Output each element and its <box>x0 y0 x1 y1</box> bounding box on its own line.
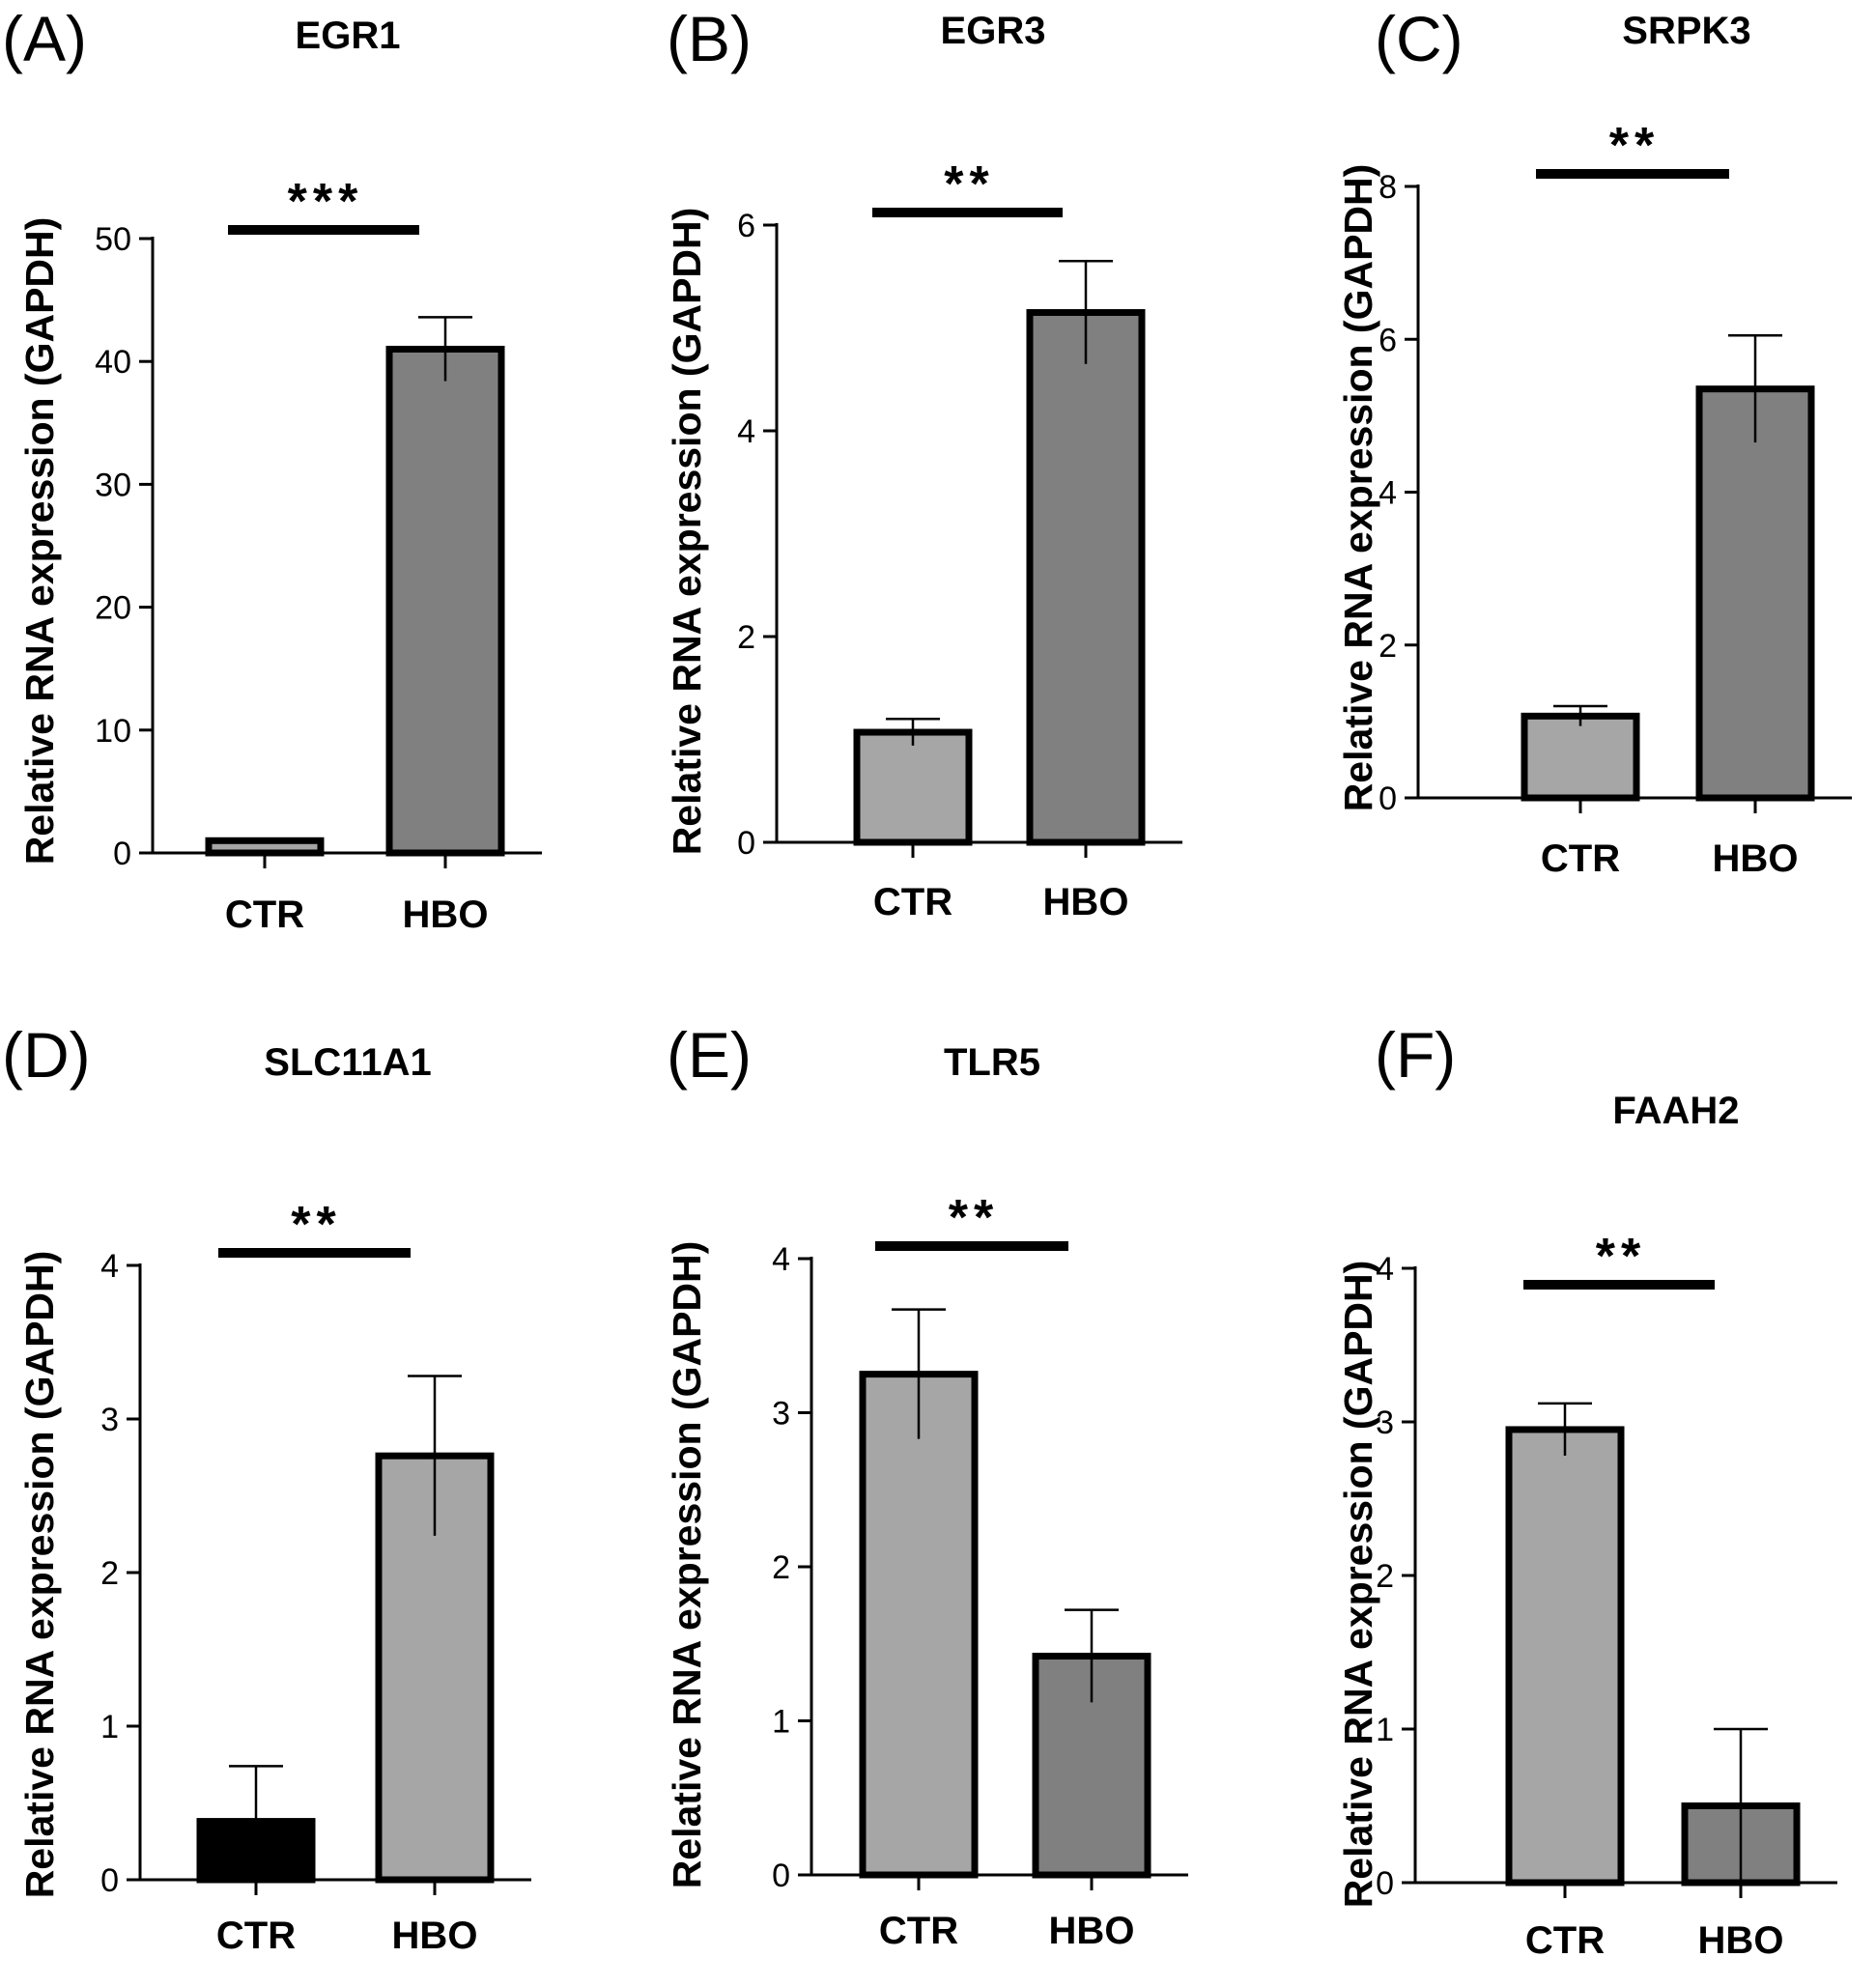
bar-ctr <box>1521 712 1640 802</box>
y-tick-label: 3 <box>772 1396 790 1433</box>
panel-letter: (A) <box>2 3 87 74</box>
y-tick-label: 4 <box>772 1241 790 1278</box>
y-tick-label: 2 <box>737 619 755 656</box>
category-label: HBO <box>1698 1919 1784 1962</box>
category-label: CTR <box>225 894 304 936</box>
y-tick-label: 1 <box>100 1709 119 1745</box>
category-label: HBO <box>392 1915 478 1957</box>
y-tick-label: 0 <box>100 1862 119 1899</box>
chart-title: SRPK3 <box>1622 10 1750 52</box>
bar-ctr <box>853 728 973 846</box>
category-label: HBO <box>1049 1910 1135 1952</box>
y-tick-label: 3 <box>1376 1404 1394 1441</box>
y-tick-label: 2 <box>1376 1558 1394 1595</box>
y-tick-label: 40 <box>95 344 131 381</box>
y-tick-label: 6 <box>1379 322 1397 358</box>
y-tick-label: 0 <box>1379 780 1397 817</box>
y-tick-label: 3 <box>100 1402 119 1438</box>
y-tick-label: 0 <box>113 836 131 872</box>
chart-title: TLR5 <box>944 1041 1040 1084</box>
panel-letter: (F) <box>1375 1019 1456 1091</box>
y-axis-label: Relative RNA expression (GAPDH) <box>665 1241 709 1889</box>
category-label: CTR <box>873 881 952 923</box>
y-tick-label: 6 <box>737 208 755 244</box>
panel-d: (D) SLC11A1 Relative RNA expression (GAPDH… <box>2 1019 531 1957</box>
bar-ctr <box>205 837 325 857</box>
y-tick-label: 4 <box>100 1248 119 1285</box>
significance-stars: ** <box>291 1197 341 1253</box>
y-tick-label: 2 <box>1379 628 1397 665</box>
bar-hbo <box>1026 309 1146 846</box>
panel-e: (E) TLR5 Relative RNA expression (GAPDH) 0 1… <box>665 1019 1188 1952</box>
y-axis-label: Relative RNA expression (GAPDH) <box>17 1251 62 1899</box>
category-label: HBO <box>1713 837 1799 880</box>
y-tick-label: 50 <box>95 221 131 258</box>
y-axis-label: Relative RNA expression (GAPDH) <box>665 208 709 856</box>
y-tick-label: 2 <box>100 1555 119 1592</box>
y-tick-label: 10 <box>95 713 131 750</box>
panel-letter: (E) <box>667 1019 752 1091</box>
category-label: CTR <box>1525 1919 1605 1962</box>
y-tick-label: 2 <box>772 1549 790 1586</box>
y-tick-label: 0 <box>737 825 755 862</box>
y-tick-label: 4 <box>1376 1251 1394 1288</box>
y-tick-label: 30 <box>95 467 131 503</box>
bar-hbo <box>385 345 505 857</box>
panel-b: (B) EGR3 Relative RNA expression (GAPDH) 0 2… <box>665 3 1182 923</box>
panel-f: (F) FAAH2 Relative RNA expression (GAPDH)0… <box>1336 1019 1837 1962</box>
y-tick-label: 20 <box>95 590 131 627</box>
category-label: CTR <box>216 1915 296 1957</box>
y-axis-label: Relative RNA expression (GAPDH) <box>1336 164 1380 812</box>
significance-stars: ** <box>1609 118 1660 174</box>
category-label: HBO <box>1043 881 1129 923</box>
bar-ctr <box>1505 1426 1625 1887</box>
category-label: CTR <box>1541 837 1620 880</box>
y-tick-label: 1 <box>1376 1712 1394 1748</box>
y-axis-label: Relative RNA expression (GAPDH) <box>1336 1261 1380 1909</box>
significance-stars: ** <box>949 1190 999 1246</box>
panel-letter: (D) <box>2 1019 91 1091</box>
y-tick-label: 0 <box>1376 1865 1394 1902</box>
category-label: CTR <box>879 1910 958 1952</box>
panel-c: (C) SRPK3 Relative RNA expression (GAPDH)0… <box>1336 3 1852 880</box>
y-tick-label: 0 <box>772 1858 790 1894</box>
y-tick-label: 8 <box>1379 169 1397 206</box>
panel-a: (A) EGR1 Relative RNA expression (GAPDH) 0 1… <box>2 3 542 936</box>
y-tick-label: 1 <box>772 1704 790 1741</box>
bar-hbo <box>1695 385 1815 802</box>
chart-title: FAAH2 <box>1612 1090 1739 1132</box>
significance-stars: ** <box>944 156 994 213</box>
panel-letter: (C) <box>1375 3 1464 74</box>
chart-title: EGR1 <box>296 14 401 57</box>
panel-letter: (B) <box>667 3 752 74</box>
y-axis-label: Relative RNA expression (GAPDH) <box>17 217 62 865</box>
significance-stars: *** <box>288 174 364 230</box>
chart-title: EGR3 <box>941 10 1046 52</box>
significance-stars: ** <box>1596 1229 1646 1285</box>
y-tick-label: 4 <box>1379 475 1397 512</box>
y-tick-label: 4 <box>737 413 755 450</box>
bar-ctr <box>859 1371 979 1879</box>
chart-title: SLC11A1 <box>264 1041 431 1084</box>
category-label: HBO <box>403 894 489 936</box>
